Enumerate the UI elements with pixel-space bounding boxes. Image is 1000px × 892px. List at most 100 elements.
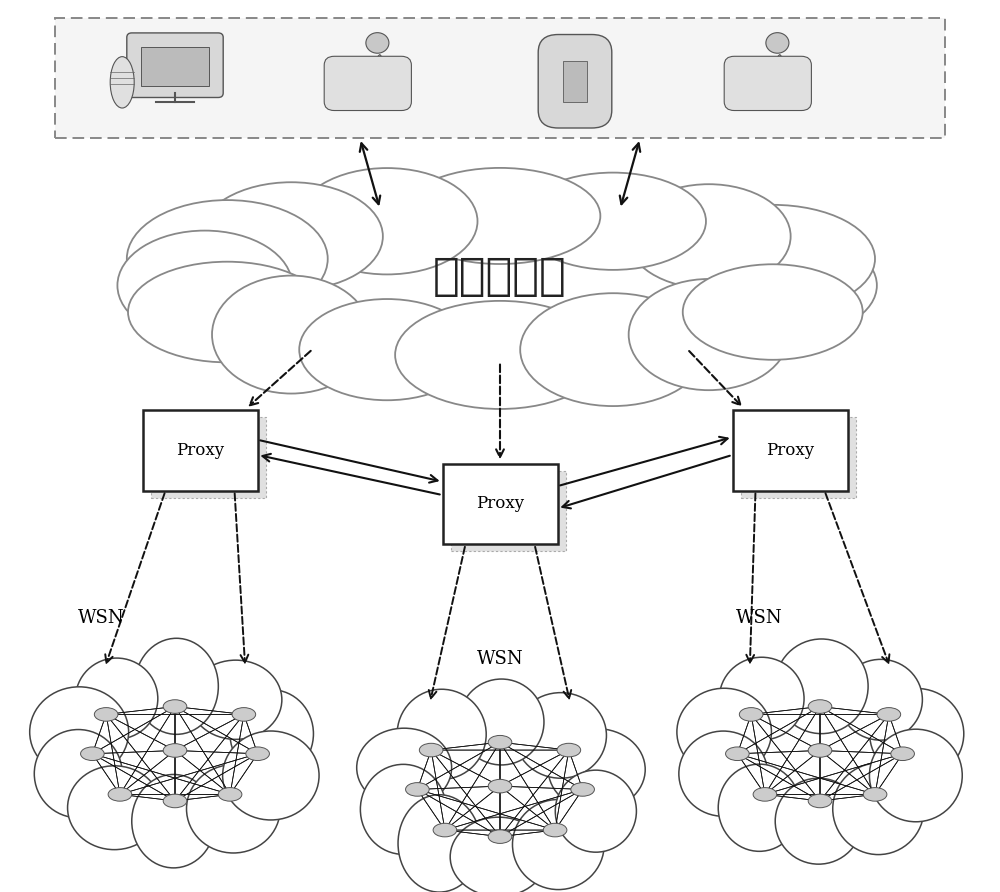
Ellipse shape [557,743,581,757]
Ellipse shape [718,764,800,851]
Ellipse shape [775,639,868,733]
FancyBboxPatch shape [732,410,848,491]
FancyBboxPatch shape [724,56,811,111]
Ellipse shape [629,279,789,390]
Polygon shape [751,54,804,82]
Ellipse shape [683,264,863,359]
Ellipse shape [132,774,215,868]
FancyBboxPatch shape [450,471,566,551]
Ellipse shape [869,729,962,822]
Ellipse shape [212,276,371,393]
Ellipse shape [246,747,269,761]
Ellipse shape [163,699,187,714]
Ellipse shape [30,687,129,777]
Ellipse shape [94,707,118,722]
FancyBboxPatch shape [442,464,558,544]
Ellipse shape [398,795,481,892]
Ellipse shape [127,200,328,318]
Text: Proxy: Proxy [176,442,224,459]
Ellipse shape [555,770,636,852]
Ellipse shape [163,794,187,808]
Text: WSN: WSN [477,649,523,667]
Ellipse shape [714,235,877,335]
Ellipse shape [670,205,875,313]
Polygon shape [351,54,404,82]
Text: Proxy: Proxy [476,495,524,513]
Ellipse shape [108,788,132,801]
Ellipse shape [299,299,475,401]
Ellipse shape [719,657,804,740]
Ellipse shape [515,693,606,778]
Ellipse shape [891,747,914,761]
Ellipse shape [433,823,457,837]
Ellipse shape [400,168,600,264]
FancyBboxPatch shape [538,35,612,128]
Ellipse shape [450,817,547,892]
Ellipse shape [627,184,791,288]
Ellipse shape [81,747,104,761]
Ellipse shape [839,659,922,740]
Ellipse shape [189,660,282,739]
Ellipse shape [163,744,187,757]
Ellipse shape [366,33,389,54]
FancyBboxPatch shape [141,47,209,86]
Ellipse shape [395,301,605,409]
Ellipse shape [520,173,706,270]
FancyBboxPatch shape [143,410,258,491]
Ellipse shape [512,799,604,889]
Ellipse shape [459,679,544,765]
Ellipse shape [726,747,749,761]
Ellipse shape [406,782,429,797]
Text: WSN: WSN [77,609,124,627]
Ellipse shape [808,794,832,808]
FancyBboxPatch shape [563,61,587,102]
Ellipse shape [870,689,964,779]
Ellipse shape [808,699,832,714]
Ellipse shape [357,728,452,807]
Ellipse shape [67,681,283,826]
Ellipse shape [712,681,928,826]
Text: WSN: WSN [736,609,783,627]
Text: 逻辑存储层: 逻辑存储层 [433,255,567,299]
FancyBboxPatch shape [324,56,411,111]
Ellipse shape [360,764,446,855]
Ellipse shape [753,788,777,801]
FancyBboxPatch shape [127,33,223,97]
Ellipse shape [110,57,134,108]
Ellipse shape [187,764,280,853]
Ellipse shape [117,231,292,340]
Ellipse shape [135,639,218,734]
Ellipse shape [488,830,512,844]
Ellipse shape [297,168,477,275]
Ellipse shape [200,182,383,291]
Ellipse shape [679,731,768,816]
Ellipse shape [677,689,771,776]
Ellipse shape [739,707,763,722]
Ellipse shape [808,744,832,757]
Ellipse shape [232,707,256,722]
Ellipse shape [419,743,443,757]
Ellipse shape [75,658,158,739]
Ellipse shape [34,730,122,818]
Ellipse shape [397,690,486,780]
Ellipse shape [520,293,706,406]
Ellipse shape [571,782,594,797]
Ellipse shape [230,690,313,778]
Ellipse shape [488,735,512,749]
Ellipse shape [766,33,789,54]
FancyBboxPatch shape [55,18,945,138]
Ellipse shape [218,788,242,801]
Ellipse shape [833,764,924,855]
Ellipse shape [223,731,319,820]
Ellipse shape [392,717,608,862]
Ellipse shape [548,729,645,810]
Ellipse shape [488,780,512,793]
Ellipse shape [775,778,862,864]
Ellipse shape [877,707,901,722]
Ellipse shape [543,823,567,837]
Ellipse shape [128,261,327,362]
Text: Proxy: Proxy [766,442,814,459]
Ellipse shape [140,201,860,370]
FancyBboxPatch shape [151,417,266,498]
Ellipse shape [68,766,161,850]
